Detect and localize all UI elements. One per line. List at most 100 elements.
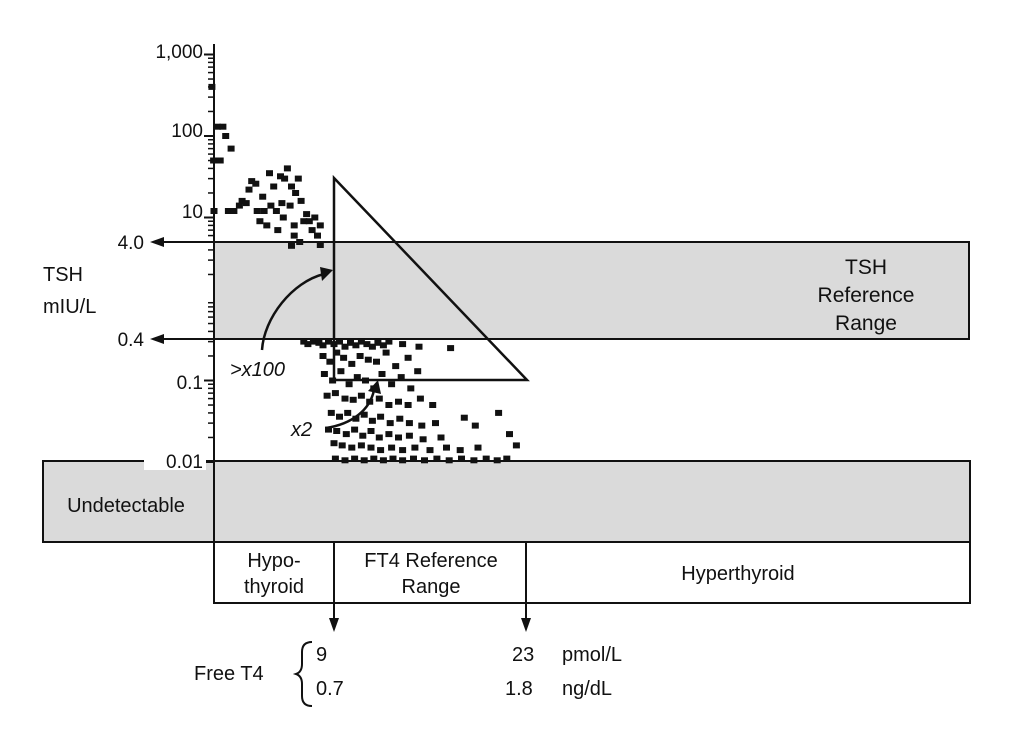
x2-arrow-head [368, 380, 381, 394]
data-point [382, 349, 390, 356]
data-point [300, 338, 308, 345]
y-major-ticks [204, 53, 214, 463]
region-hypo-label-1: Hypo- [247, 550, 300, 572]
data-point [253, 208, 261, 214]
data-point [375, 434, 383, 441]
data-point [460, 414, 468, 421]
undetectable-band [42, 460, 971, 543]
arrow-4-head [150, 237, 164, 247]
tick-label-04: 0.4 [118, 330, 145, 351]
data-point [333, 428, 341, 434]
data-point [235, 202, 243, 209]
data-point [421, 457, 428, 464]
data-point [230, 208, 238, 214]
data-point [309, 338, 317, 345]
data-point [213, 123, 221, 130]
y-axis-label-2: mIU/L [43, 296, 96, 318]
data-point [331, 455, 339, 462]
data-point [368, 343, 376, 350]
data-point [216, 157, 224, 164]
data-point [368, 417, 376, 424]
data-point [395, 398, 402, 405]
data-point [352, 415, 360, 422]
data-point [248, 178, 256, 185]
data-point [294, 175, 302, 182]
region-ref-label-1: FT4 Reference [364, 550, 497, 572]
data-point [404, 354, 412, 361]
tick-label-1000: 1,000 [155, 42, 203, 63]
data-point [395, 434, 402, 441]
data-point [210, 157, 218, 164]
data-point [351, 455, 359, 462]
x100-curve-arrow [260, 272, 325, 351]
region-hypo-label-2: thyroid [244, 576, 304, 598]
data-point [245, 186, 253, 193]
data-point [445, 457, 453, 464]
data-point [379, 342, 387, 349]
data-point [290, 222, 298, 229]
ft4-pmol-unit: pmol/L [562, 644, 622, 666]
data-point [304, 341, 312, 348]
data-point [503, 455, 511, 462]
data-point [297, 197, 305, 204]
data-point [399, 447, 407, 454]
data-point [208, 83, 216, 90]
data-point [357, 392, 365, 399]
data-point [331, 390, 339, 397]
region-ref-label-2: Range [402, 576, 461, 598]
data-point [416, 395, 424, 402]
data-point [342, 431, 350, 438]
tick-label-01: 0.1 [177, 373, 203, 394]
data-point [210, 208, 218, 214]
data-point [344, 409, 352, 416]
data-point [274, 227, 282, 234]
undetectable-label: Undetectable [67, 495, 185, 517]
data-point [333, 349, 341, 356]
data-point [238, 197, 246, 204]
data-point [277, 173, 284, 180]
data-point [329, 377, 337, 384]
data-point [325, 338, 332, 345]
data-point [419, 436, 427, 443]
data-point [227, 145, 235, 152]
data-point [252, 180, 260, 187]
ft4-ngdl-high: 1.8 [505, 678, 533, 700]
data-point [272, 208, 280, 214]
data-point [359, 432, 367, 439]
arrow-04-head [150, 334, 164, 344]
data-point [357, 442, 365, 449]
data-point [281, 175, 289, 182]
data-point [349, 396, 357, 403]
data-point [303, 211, 311, 218]
data-point [263, 222, 271, 229]
data-point [470, 457, 478, 464]
data-point [290, 232, 298, 239]
ft4-ngdl-low: 0.7 [316, 678, 344, 700]
y-axis-label-1: TSH [43, 264, 83, 286]
data-point [474, 444, 482, 451]
data-point [385, 402, 393, 408]
data-point [267, 202, 275, 209]
data-point [256, 218, 264, 225]
tick-label-10: 10 [182, 202, 203, 223]
data-point [300, 218, 308, 225]
data-point [399, 457, 407, 464]
data-point [316, 242, 324, 248]
data-point [385, 431, 393, 438]
data-point [437, 434, 445, 441]
data-point [341, 457, 349, 464]
data-point [224, 208, 232, 214]
ft4-low-arrow-head [329, 618, 339, 632]
data-point [286, 202, 294, 209]
data-point [407, 385, 415, 392]
data-point [351, 426, 359, 433]
data-point [288, 183, 295, 190]
data-point [336, 413, 343, 420]
ft4-ngdl-unit: ng/dL [562, 678, 612, 700]
data-point [338, 442, 346, 449]
data-point [418, 422, 426, 429]
data-point [348, 360, 356, 367]
data-point [512, 442, 520, 449]
data-point [458, 455, 465, 462]
data-point [296, 239, 304, 245]
